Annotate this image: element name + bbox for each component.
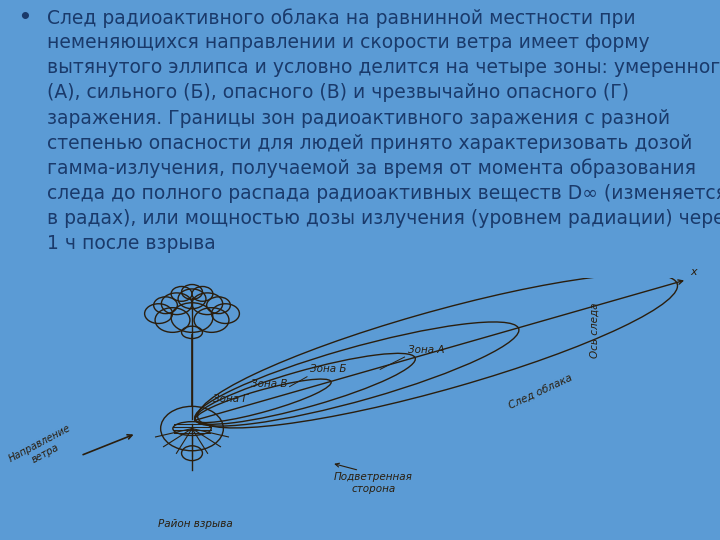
Text: гамма-излучения, получаемой за время от момента образования: гамма-излучения, получаемой за время от … — [47, 159, 696, 178]
Text: в радах), или мощностью дозы излучения (уровнем радиации) через: в радах), или мощностью дозы излучения (… — [47, 209, 720, 228]
Text: следа до полного распада радиоактивных веществ D∞ (изменяется: следа до полного распада радиоактивных в… — [47, 184, 720, 202]
Text: След облака: След облака — [507, 373, 574, 410]
Text: неменяющихся направлении и скорости ветра имеет форму: неменяющихся направлении и скорости ветр… — [47, 33, 649, 52]
Text: 1 ч после взрыва: 1 ч после взрыва — [47, 234, 215, 253]
Text: •: • — [18, 8, 31, 27]
Text: Направление
ветра: Направление ветра — [6, 423, 78, 474]
Text: (А), сильного (Б), опасного (В) и чрезвычайно опасного (Г): (А), сильного (Б), опасного (В) и чрезвы… — [47, 84, 629, 103]
Text: Подветренная
сторона: Подветренная сторона — [334, 472, 413, 494]
Text: вытянутого эллипса и условно делится на четыре зоны: умеренного: вытянутого эллипса и условно делится на … — [47, 58, 720, 77]
Text: Ось следа: Ось следа — [589, 302, 599, 357]
Text: Зона Б: Зона Б — [310, 364, 347, 374]
Text: След радиоактивного облака на равнинной местности при: След радиоактивного облака на равнинной … — [47, 8, 636, 28]
Text: Зона В: Зона В — [251, 379, 288, 389]
Text: Зона Г: Зона Г — [213, 394, 248, 404]
Text: Район взрыва: Район взрыва — [158, 519, 233, 529]
Text: x: x — [690, 267, 697, 277]
Text: заражения. Границы зон радиоактивного заражения с разной: заражения. Границы зон радиоактивного за… — [47, 109, 670, 127]
Text: Зона А: Зона А — [408, 345, 444, 355]
Text: степенью опасности для людей принято характеризовать дозой: степенью опасности для людей принято хар… — [47, 133, 692, 153]
